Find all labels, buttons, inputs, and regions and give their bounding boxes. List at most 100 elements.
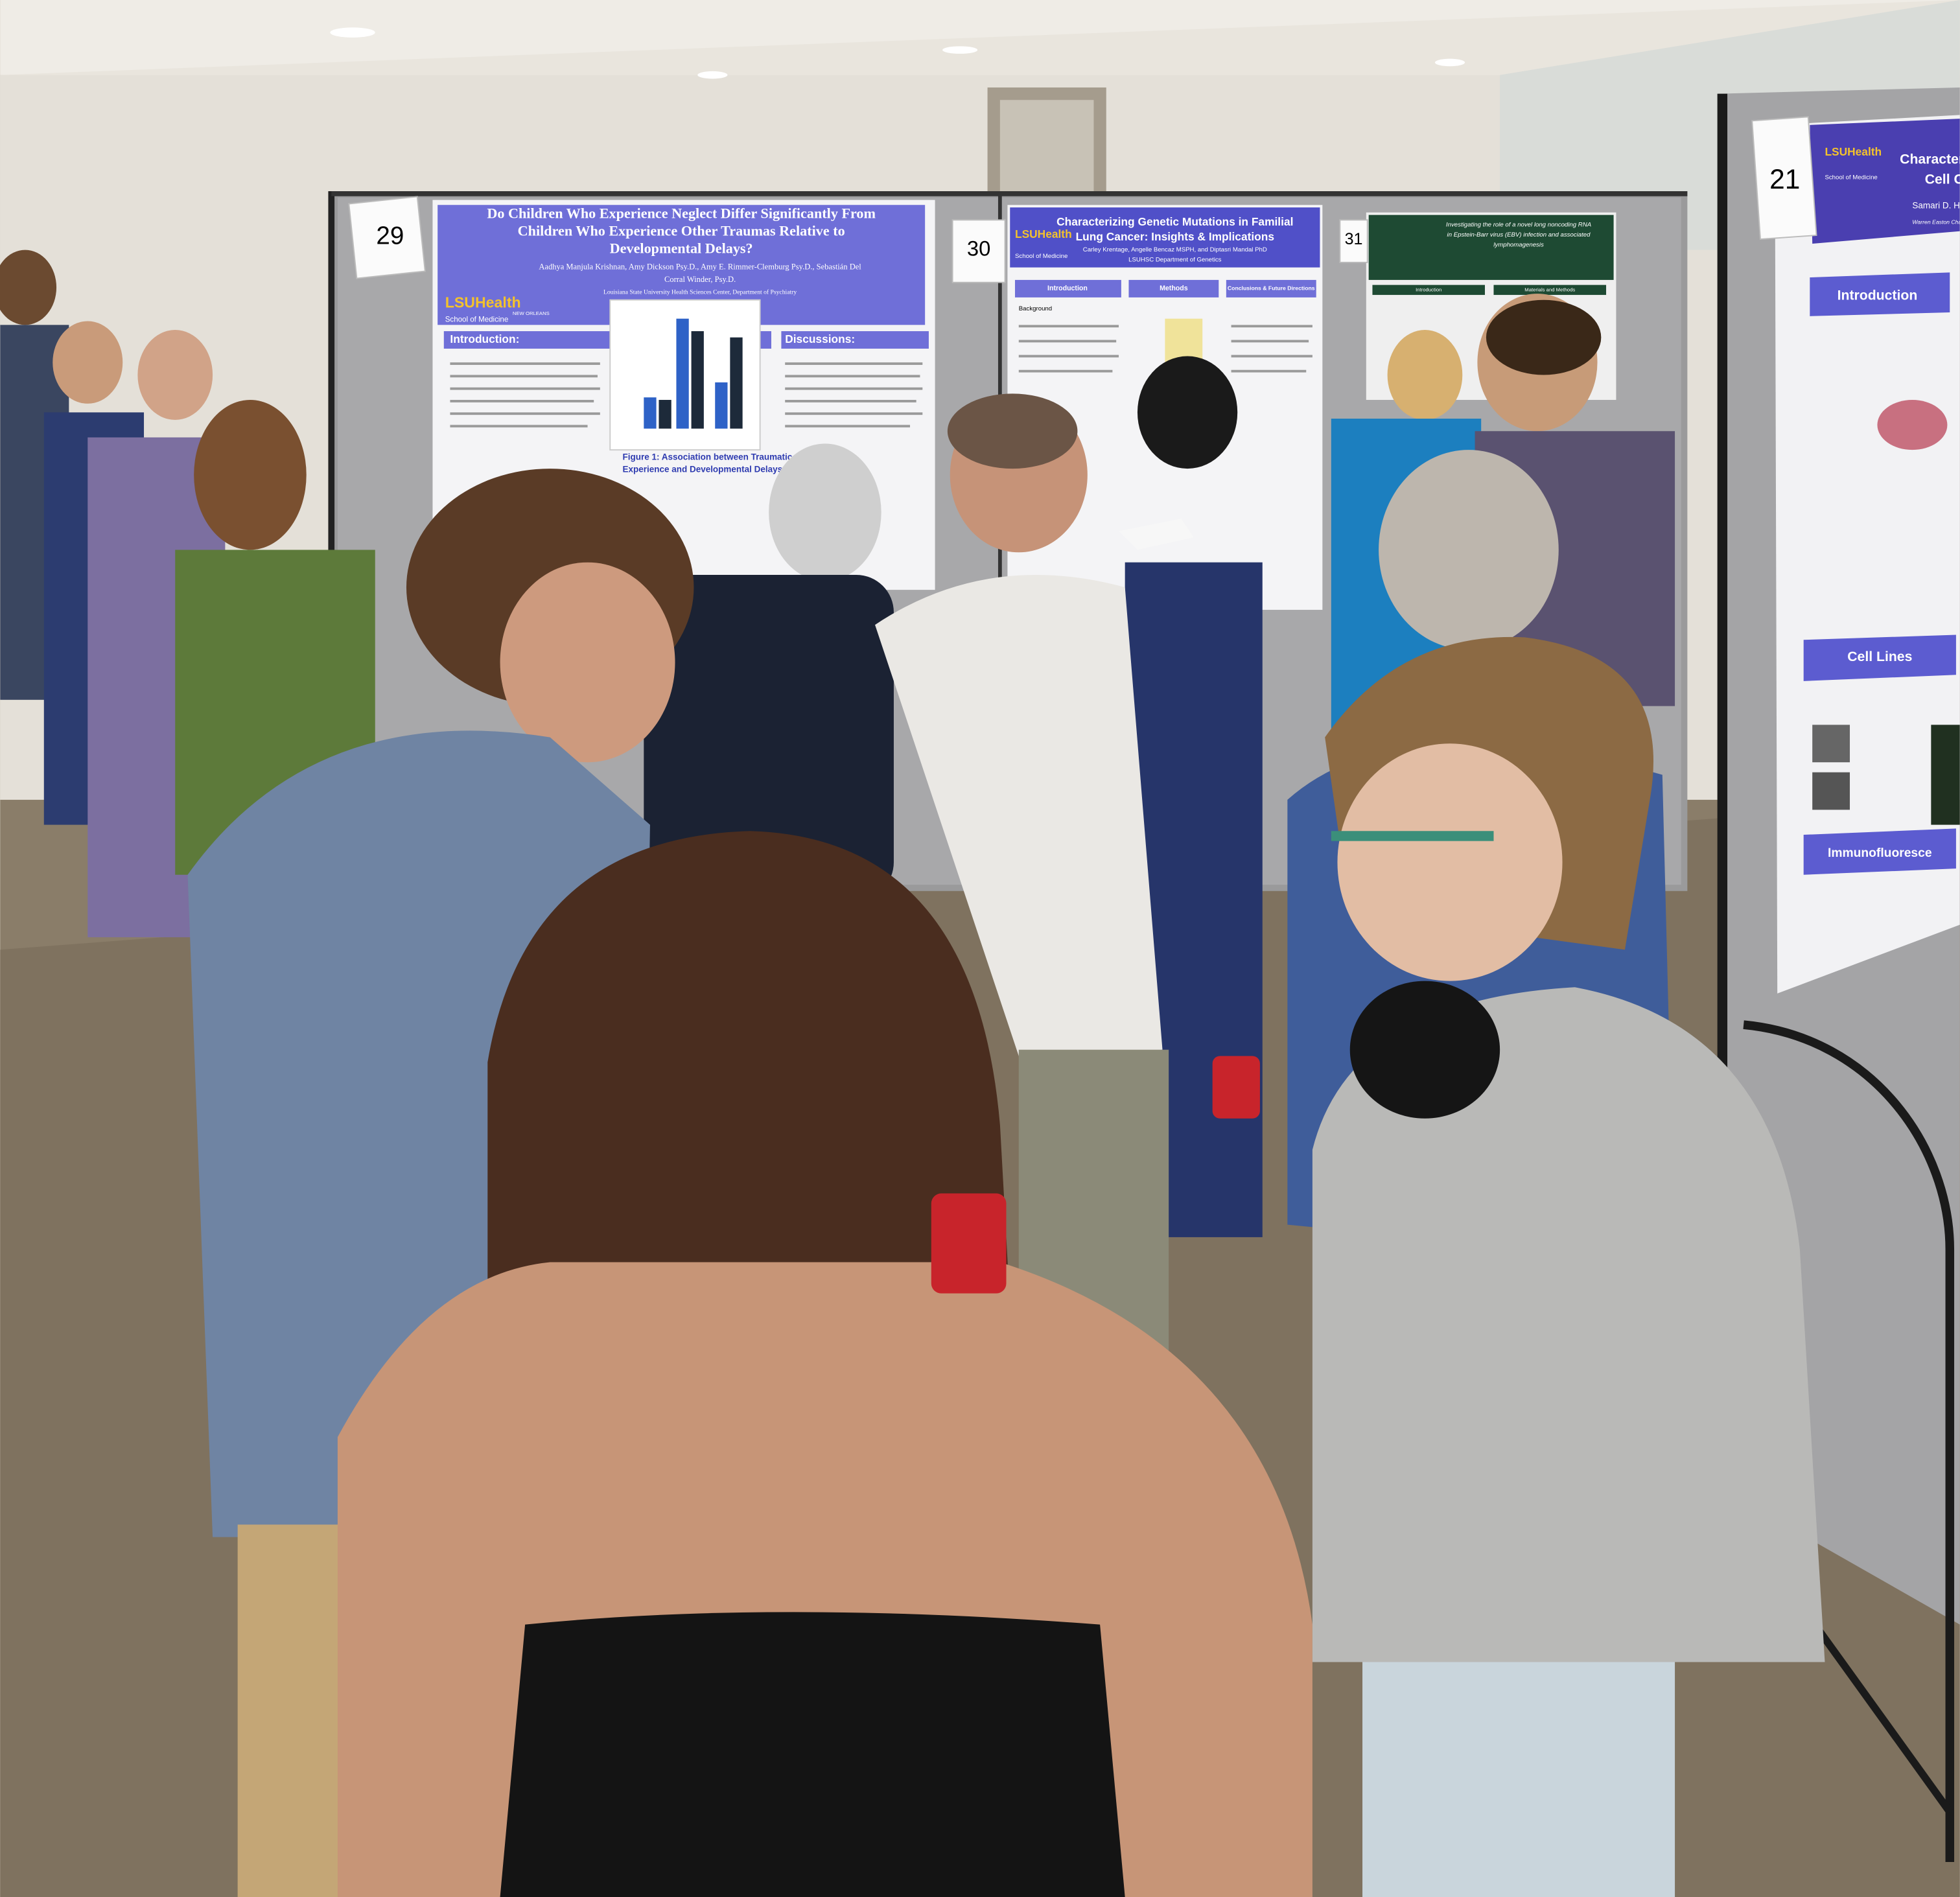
poster-section: Materials and Methods: [1524, 286, 1575, 292]
poster-21-part: [1803, 828, 1956, 875]
poster-logo: LSUHealth: [1015, 227, 1072, 240]
person-man-blue-shirt-part: [500, 562, 675, 763]
person-hoodie-part: [1331, 831, 1494, 841]
poster-31-part: [1368, 215, 1614, 280]
poster-30-part-part: [1231, 340, 1309, 343]
poster-authors: LSUHSC Department of Genetics: [1128, 257, 1222, 264]
poster-number: 29: [376, 222, 404, 250]
poster-section: Introduction: [1838, 288, 1918, 303]
poster-school: School of Medicine: [1825, 174, 1877, 181]
crowd-background-part: [1387, 330, 1463, 420]
poster-title: Children Who Experience Other Traumas Re…: [518, 223, 845, 239]
poster-board-right-part: [1743, 1020, 1955, 1863]
poster-29-part: [730, 337, 743, 429]
person-man-ponytail: [644, 443, 894, 900]
poster-title: lymphomagenesis: [1493, 241, 1544, 248]
poster-30-part-part: [1018, 340, 1117, 343]
poster-logo: LSUHealth: [445, 294, 521, 311]
figure-caption: Figure 1: Association between Traumatic: [623, 452, 793, 461]
person-woman-long-hair-part: [931, 1193, 1007, 1294]
poster-authors: Carley Krentage, Angelle Bencaz MSPH, an…: [1083, 246, 1267, 253]
poster-29-part: [659, 400, 671, 429]
poster-29-part: [676, 318, 689, 429]
poster-school: School of Medicine: [445, 316, 509, 324]
poster-30-part: [1226, 279, 1316, 297]
poster-21-part: [1810, 119, 1960, 244]
poster-29-part: [715, 382, 728, 429]
poster-title: Characterizing Genetic Mutations in Fami…: [1056, 215, 1293, 228]
room-part: [942, 46, 978, 54]
poster-29-part: [691, 331, 704, 429]
poster-logo-sub: NEW ORLEANS: [513, 310, 550, 316]
poster-section: Conclusions & Future Directions: [1228, 285, 1315, 292]
person-man-white-shirt-part: [947, 393, 1078, 469]
person-hoodie-part: [1349, 981, 1500, 1119]
person-hoodie-part: [1362, 1662, 1675, 1897]
poster-30-part-part: [1231, 355, 1312, 358]
person-man-ponytail-part: [769, 443, 881, 581]
poster-section: Immunofluoresce: [1828, 846, 1932, 860]
poster-30-part: [1010, 207, 1320, 268]
poster-21-part: [1877, 400, 1948, 450]
crowd-background-part: [0, 250, 57, 325]
poster-number: 30: [967, 236, 990, 260]
poster-29-part: [450, 362, 923, 428]
crowd-background-part: [52, 321, 123, 404]
poster-30-part: [1014, 279, 1121, 297]
poster-30-part: [1128, 279, 1219, 297]
poster-title: in Epstein-Barr virus (EBV) infection an…: [1447, 231, 1591, 239]
poster-30-part-part: [1018, 355, 1119, 358]
poster-30-part-part: [1018, 325, 1119, 328]
person-older-woman-part: [1379, 450, 1559, 650]
crowd-background-part: [1137, 356, 1238, 469]
poster-29-part-part: [450, 400, 594, 402]
figure-caption: Experience and Developmental Delays: [623, 465, 783, 474]
poster-authors: Warren Easton Charter High School: [1912, 219, 1960, 226]
poster-title: Cell Car: [1925, 172, 1960, 187]
poster-21: 21 Characterizatio Cell Car LSUHealth Sc…: [1751, 115, 1960, 994]
poster-authors: Aadhya Manjula Krishnan, Amy Dickson Psy…: [539, 262, 861, 272]
poster-title: Lung Cancer: Insights & Implications: [1076, 230, 1274, 243]
poster-29-part: [644, 397, 657, 429]
poster-29-part: [348, 196, 426, 279]
person-hoodie: [1212, 636, 1825, 1897]
person-woman-long-hair: [337, 831, 1312, 1897]
poster-29-part-part: [785, 400, 916, 402]
poster-31-part: [1339, 219, 1368, 263]
crowd-background-part: [1486, 299, 1602, 375]
poster-affiliation: Louisiana State University Health Scienc…: [603, 288, 797, 296]
poster-subheading: Background: [1019, 305, 1052, 312]
person-man-white-shirt-part: [1119, 518, 1194, 550]
room-part: [1434, 58, 1465, 67]
poster-30-part: [1018, 325, 1312, 373]
person-hoodie-part: [1212, 1056, 1260, 1119]
poster-section: Methods: [1160, 285, 1188, 292]
poster-section: Cell Lines: [1847, 649, 1912, 664]
poster-21-part: [1812, 772, 1850, 810]
poster-29-part-part: [450, 362, 600, 366]
poster-29-part-part: [785, 412, 923, 415]
poster-title: Developmental Delays?: [610, 240, 753, 257]
poster-31-part: [1372, 285, 1485, 296]
poster-30-part-part: [1231, 369, 1307, 373]
room-part: [697, 71, 728, 79]
crowd-background-part: [194, 400, 307, 550]
poster-29-part-part: [785, 387, 923, 390]
person-hoodie-part: [1337, 743, 1563, 981]
person-woman-long-hair-part: [500, 1612, 1125, 1897]
poster-29-part-part: [785, 425, 911, 428]
poster-29-part-part: [450, 375, 598, 378]
poster-29-part-part: [450, 425, 588, 428]
poster-29-part-part: [450, 412, 600, 415]
poster-29-part: [781, 331, 929, 349]
poster-31-part: [1493, 285, 1607, 296]
poster-21-part: [1931, 725, 1960, 825]
poster-section: Introduction: [1047, 285, 1088, 292]
poster-number: 31: [1345, 230, 1363, 248]
poster-30-part-part: [1018, 369, 1113, 373]
poster-21-part: [1810, 272, 1950, 316]
poster-29-part-part: [785, 362, 923, 366]
person-man-ponytail-part: [644, 574, 894, 900]
